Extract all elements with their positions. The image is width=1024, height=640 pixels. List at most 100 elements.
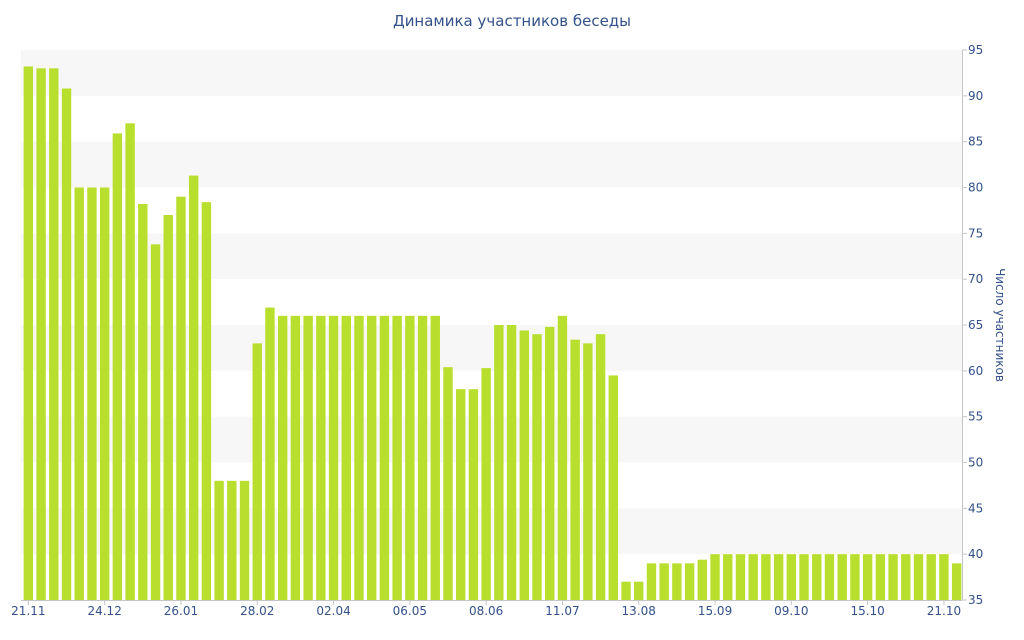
- y-tick-label: 50: [968, 456, 983, 470]
- bar[interactable]: [277, 315, 288, 600]
- bar[interactable]: [163, 215, 173, 600]
- bar[interactable]: [710, 554, 720, 600]
- bar[interactable]: [417, 315, 428, 600]
- bar[interactable]: [926, 554, 936, 600]
- x-tick-label: 26.01: [164, 604, 198, 618]
- bar[interactable]: [506, 325, 517, 600]
- bar[interactable]: [494, 325, 504, 600]
- bar[interactable]: [150, 244, 161, 600]
- x-tick-label: 15.09: [698, 604, 732, 618]
- bar[interactable]: [366, 315, 377, 600]
- bar[interactable]: [659, 563, 669, 600]
- bar[interactable]: [939, 554, 949, 600]
- bar[interactable]: [265, 307, 275, 600]
- y-tick-label: 55: [968, 410, 983, 424]
- bar[interactable]: [379, 315, 390, 600]
- grid-band: [21, 141, 962, 188]
- x-tick-label: 13.08: [622, 604, 656, 618]
- bar[interactable]: [646, 563, 657, 600]
- bar[interactable]: [290, 315, 301, 600]
- bar[interactable]: [786, 554, 797, 600]
- bar[interactable]: [913, 554, 924, 600]
- bar-series: [23, 66, 962, 601]
- bar[interactable]: [303, 315, 313, 600]
- bar[interactable]: [61, 88, 72, 601]
- bar[interactable]: [697, 559, 708, 600]
- bar[interactable]: [634, 581, 644, 600]
- bar[interactable]: [239, 480, 250, 600]
- bar[interactable]: [227, 480, 237, 600]
- bar[interactable]: [875, 554, 886, 600]
- bar[interactable]: [570, 339, 580, 600]
- grid-band: [21, 50, 962, 96]
- bar[interactable]: [761, 554, 771, 600]
- bar[interactable]: [456, 389, 466, 600]
- bar[interactable]: [125, 123, 135, 600]
- bar[interactable]: [837, 554, 847, 600]
- bar[interactable]: [214, 480, 224, 600]
- y-tick-label: 60: [968, 364, 983, 378]
- bar[interactable]: [735, 554, 746, 600]
- bar[interactable]: [773, 554, 784, 600]
- bar[interactable]: [545, 326, 555, 600]
- bar[interactable]: [850, 554, 860, 600]
- bar[interactable]: [583, 343, 593, 600]
- bar[interactable]: [74, 187, 84, 601]
- bar[interactable]: [862, 554, 873, 600]
- grid-band: [21, 325, 962, 371]
- bar[interactable]: [188, 175, 199, 600]
- bar[interactable]: [138, 204, 148, 600]
- bar[interactable]: [36, 68, 46, 600]
- x-tick-label: 09.10: [774, 604, 808, 618]
- bar[interactable]: [201, 202, 212, 601]
- bar[interactable]: [684, 563, 695, 600]
- bar[interactable]: [316, 315, 326, 600]
- bar[interactable]: [748, 554, 758, 600]
- bar[interactable]: [608, 375, 619, 600]
- bar[interactable]: [532, 334, 542, 600]
- bar[interactable]: [481, 368, 491, 600]
- x-tick-label: 02.04: [316, 604, 350, 618]
- bar[interactable]: [901, 554, 911, 600]
- bar[interactable]: [519, 330, 529, 601]
- bar[interactable]: [443, 367, 453, 600]
- bar[interactable]: [354, 315, 364, 600]
- x-tick-label: 21.11: [11, 604, 45, 618]
- x-tick-label: 28.02: [240, 604, 274, 618]
- x-tick-label: 24.12: [87, 604, 121, 618]
- bar[interactable]: [951, 563, 962, 600]
- bar[interactable]: [621, 581, 631, 600]
- bar[interactable]: [112, 133, 123, 601]
- bar[interactable]: [405, 315, 415, 600]
- bar[interactable]: [23, 66, 34, 601]
- bar[interactable]: [468, 389, 479, 600]
- x-tick-label: 08.06: [469, 604, 503, 618]
- grid-band: [21, 233, 962, 280]
- bar[interactable]: [99, 187, 110, 601]
- bar[interactable]: [328, 315, 339, 600]
- bar[interactable]: [341, 315, 351, 600]
- bar[interactable]: [392, 315, 402, 600]
- grid-band: [21, 508, 962, 555]
- bar[interactable]: [723, 554, 733, 600]
- bar[interactable]: [430, 315, 440, 600]
- y-tick-label: 45: [968, 501, 983, 515]
- y-tick-label: 40: [968, 547, 983, 561]
- bar[interactable]: [49, 68, 59, 600]
- bar[interactable]: [176, 196, 186, 601]
- bar[interactable]: [888, 554, 898, 600]
- bar[interactable]: [252, 343, 262, 600]
- y-tick-label: 85: [968, 135, 983, 149]
- y-axis-label: Число участников: [993, 268, 1007, 382]
- bar[interactable]: [812, 554, 822, 600]
- bar[interactable]: [595, 334, 606, 600]
- bar[interactable]: [824, 554, 835, 600]
- x-tick-label: 21.10: [927, 604, 961, 618]
- x-tick-label: 15.10: [850, 604, 884, 618]
- bar[interactable]: [799, 554, 809, 600]
- bar[interactable]: [557, 315, 568, 600]
- bar[interactable]: [672, 563, 682, 600]
- bar[interactable]: [87, 187, 97, 601]
